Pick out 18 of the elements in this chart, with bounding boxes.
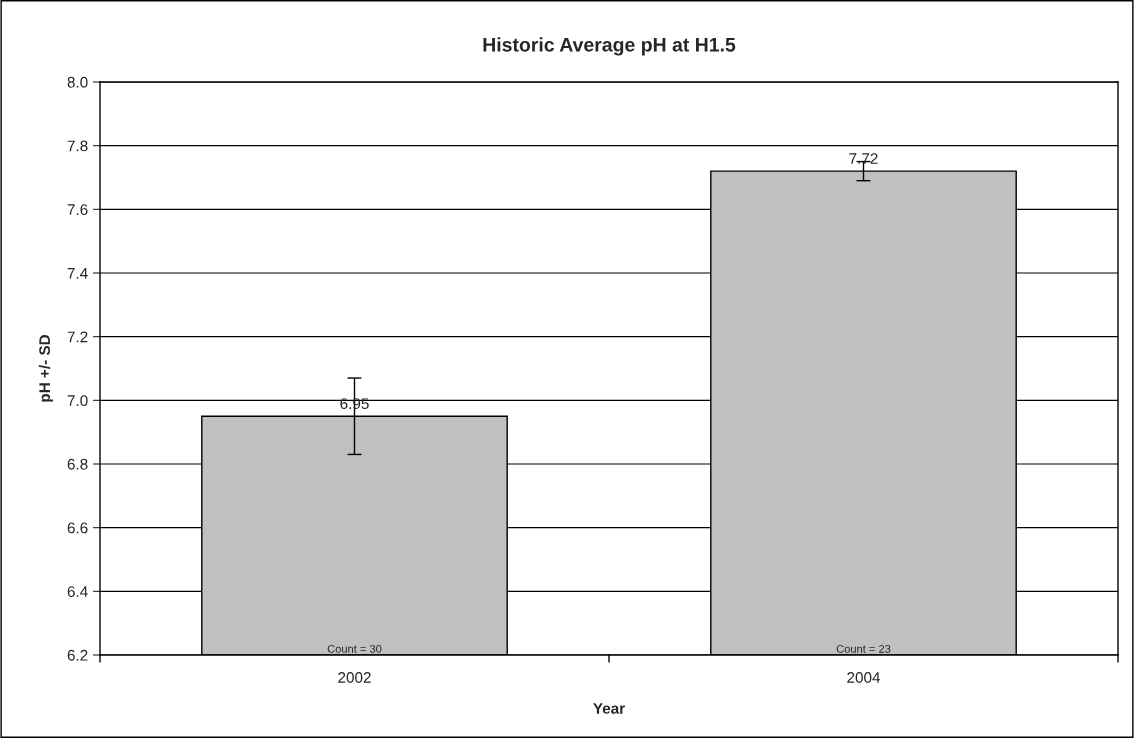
y-tick-label: 6.2 [67,649,88,661]
y-tick-label: 6.4 [67,586,88,598]
y-tick-label: 7.4 [67,268,88,279]
y-tick-label: 7.6 [67,204,88,216]
y-tick-label: 6.8 [67,458,88,470]
annotation: Count = 30 [327,644,382,653]
y-tick-label: 8.0 [67,76,88,88]
y-axis-title: pH +/- SD [38,334,54,402]
y-tick-label: 7.2 [67,331,88,343]
x-tick-label: 2002 [338,672,371,683]
data-label: 7.72 [849,153,878,164]
x-axis-title: Year [593,703,625,714]
chart-title: Historic Average pH at H1.5 [483,37,736,56]
x-tick-label: 2004 [847,672,881,683]
annotation: Count = 23 [836,644,891,653]
y-tick-label: 7.0 [67,395,88,407]
y-tick-label: 7.8 [67,140,88,152]
y-tick-label: 6.6 [67,522,88,534]
